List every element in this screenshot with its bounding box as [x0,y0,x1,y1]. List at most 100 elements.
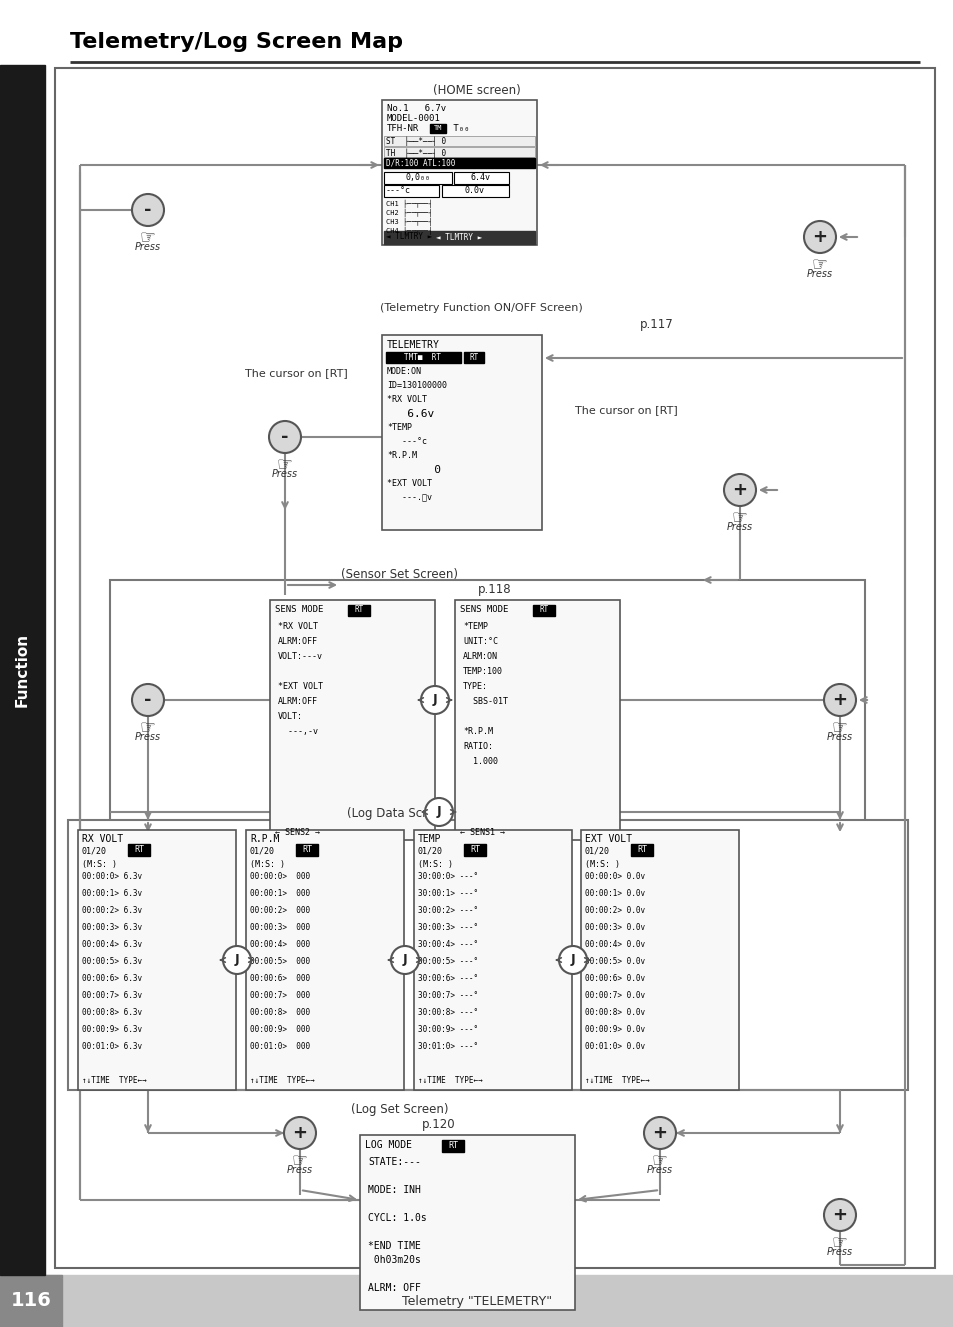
Text: 0: 0 [387,464,440,475]
Text: (Log Data Screen): (Log Data Screen) [346,807,453,820]
Bar [384,158,535,169]
Text: 00:00:8> 0.0v: 00:00:8> 0.0v [584,1009,644,1016]
Text: 00:00:4> 0.0v: 00:00:4> 0.0v [584,940,644,949]
Text: 00:00:3> 6.3v: 00:00:3> 6.3v [82,924,142,932]
Text: ☞: ☞ [831,1233,847,1251]
Text: Press: Press [826,733,852,742]
Text: TEMP: TEMP [417,833,441,844]
Circle shape [132,194,164,226]
Text: ← SENS1 →: ← SENS1 → [459,828,504,837]
Bar [0,1275,953,1327]
Text: (Log Set Screen): (Log Set Screen) [351,1103,448,1116]
Text: UNIT:°C: UNIT:°C [462,637,497,646]
Bar [246,829,403,1089]
Text: ---°c: ---°c [386,186,411,195]
Bar [384,173,452,184]
Text: 6.4v: 6.4v [471,173,491,182]
Text: *EXT VOLT: *EXT VOLT [387,479,432,488]
Text: 00:00:9>  000: 00:00:9> 000 [250,1024,310,1034]
Text: MODEL-0001: MODEL-0001 [387,114,440,123]
Text: +: + [832,1206,846,1223]
Text: -: - [144,200,152,219]
Text: ALRM:ON: ALRM:ON [462,652,497,661]
Text: (Telemetry Function ON/OFF Screen): (Telemetry Function ON/OFF Screen) [379,303,582,313]
Text: 00:01:0>  000: 00:01:0> 000 [250,1042,310,1051]
Circle shape [269,421,301,453]
Text: 30:00:4> ---°: 30:00:4> ---° [417,940,477,949]
Text: 00:00:5>  000: 00:00:5> 000 [250,957,310,966]
Bar [359,1135,575,1310]
Text: ◄ TLMTRY ►: ◄ TLMTRY ► [436,234,481,243]
Text: RT: RT [469,353,478,361]
Bar [384,184,438,196]
Circle shape [284,1117,315,1149]
Text: Press: Press [134,733,161,742]
Text: 00:00:5> 0.0v: 00:00:5> 0.0v [584,957,644,966]
Text: 00:00:1> 0.0v: 00:00:1> 0.0v [584,889,644,898]
Text: +: + [732,480,747,499]
Circle shape [223,946,251,974]
Bar [463,352,483,364]
Text: +: + [652,1124,667,1143]
Text: J: J [433,694,436,706]
Text: +: + [832,691,846,709]
Text: SENS MODE: SENS MODE [274,605,323,614]
Text: 30:00:8> ---°: 30:00:8> ---° [417,1009,477,1016]
Bar [386,352,460,364]
Text: CH2 ├──┬──┤: CH2 ├──┬──┤ [386,208,433,218]
Bar [441,1140,463,1152]
Text: 00:00:3> 0.0v: 00:00:3> 0.0v [584,924,644,932]
Text: VOLT:---v: VOLT:---v [277,652,323,661]
Text: 00:00:3>  000: 00:00:3> 000 [250,924,310,932]
Text: 00:01:0> 6.3v: 00:01:0> 6.3v [82,1042,142,1051]
Text: 00:00:6> 6.3v: 00:00:6> 6.3v [82,974,142,983]
Text: Press: Press [726,522,752,532]
Text: ↑↓TIME  TYPE←→: ↑↓TIME TYPE←→ [250,1076,314,1085]
Text: 00:00:7> 0.0v: 00:00:7> 0.0v [584,991,644,1001]
Circle shape [823,1200,855,1231]
Text: 00:00:8> 6.3v: 00:00:8> 6.3v [82,1009,142,1016]
Text: *END TIME: *END TIME [368,1241,420,1251]
Text: *R.P.M: *R.P.M [462,727,493,736]
Text: 00:00:6> 0.0v: 00:00:6> 0.0v [584,974,644,983]
Bar [463,844,485,856]
Text: STATE:---: STATE:--- [368,1157,420,1166]
Text: LOG MODE: LOG MODE [365,1140,412,1151]
Text: RATIO:: RATIO: [462,742,493,751]
Text: Press: Press [806,269,832,279]
Text: 0.0v: 0.0v [464,186,484,195]
Text: ☞: ☞ [292,1151,308,1169]
Text: Function: Function [14,633,30,707]
Text: T₀₀: T₀₀ [448,123,469,133]
Text: Press: Press [272,468,297,479]
Text: -: - [281,429,289,446]
Text: TELEMETRY: TELEMETRY [387,340,439,350]
Text: 01/20: 01/20 [250,847,274,855]
Text: 01/20: 01/20 [417,847,442,855]
Text: ALRM: OFF: ALRM: OFF [368,1283,420,1292]
Text: TH  ├──*──┤ 0: TH ├──*──┤ 0 [386,149,446,158]
Text: ☞: ☞ [731,508,747,525]
Text: MODE:ON: MODE:ON [387,368,421,376]
Text: *TEMP: *TEMP [462,622,488,632]
Text: 1.000: 1.000 [462,756,497,766]
Text: 01/20: 01/20 [82,847,107,855]
Circle shape [823,683,855,717]
Text: ↑↓TIME  TYPE←→: ↑↓TIME TYPE←→ [417,1076,482,1085]
Bar [348,605,370,616]
Text: Press: Press [826,1247,852,1257]
Bar [384,135,535,146]
Text: ☞: ☞ [651,1151,667,1169]
Text: RT: RT [354,605,363,614]
Text: RT: RT [302,844,312,853]
Circle shape [424,798,453,825]
Text: R.P.M: R.P.M [250,833,279,844]
Bar [441,184,509,196]
Text: Press: Press [134,242,161,252]
Text: 00:00:1>  000: 00:00:1> 000 [250,889,310,898]
Text: Press: Press [287,1165,313,1174]
Text: 30:00:6> ---°: 30:00:6> ---° [417,974,477,983]
Text: ↑↓TIME  TYPE←→: ↑↓TIME TYPE←→ [584,1076,649,1085]
Text: 00:00:1> 6.3v: 00:00:1> 6.3v [82,889,142,898]
Text: (Sensor Set Screen): (Sensor Set Screen) [341,568,458,581]
